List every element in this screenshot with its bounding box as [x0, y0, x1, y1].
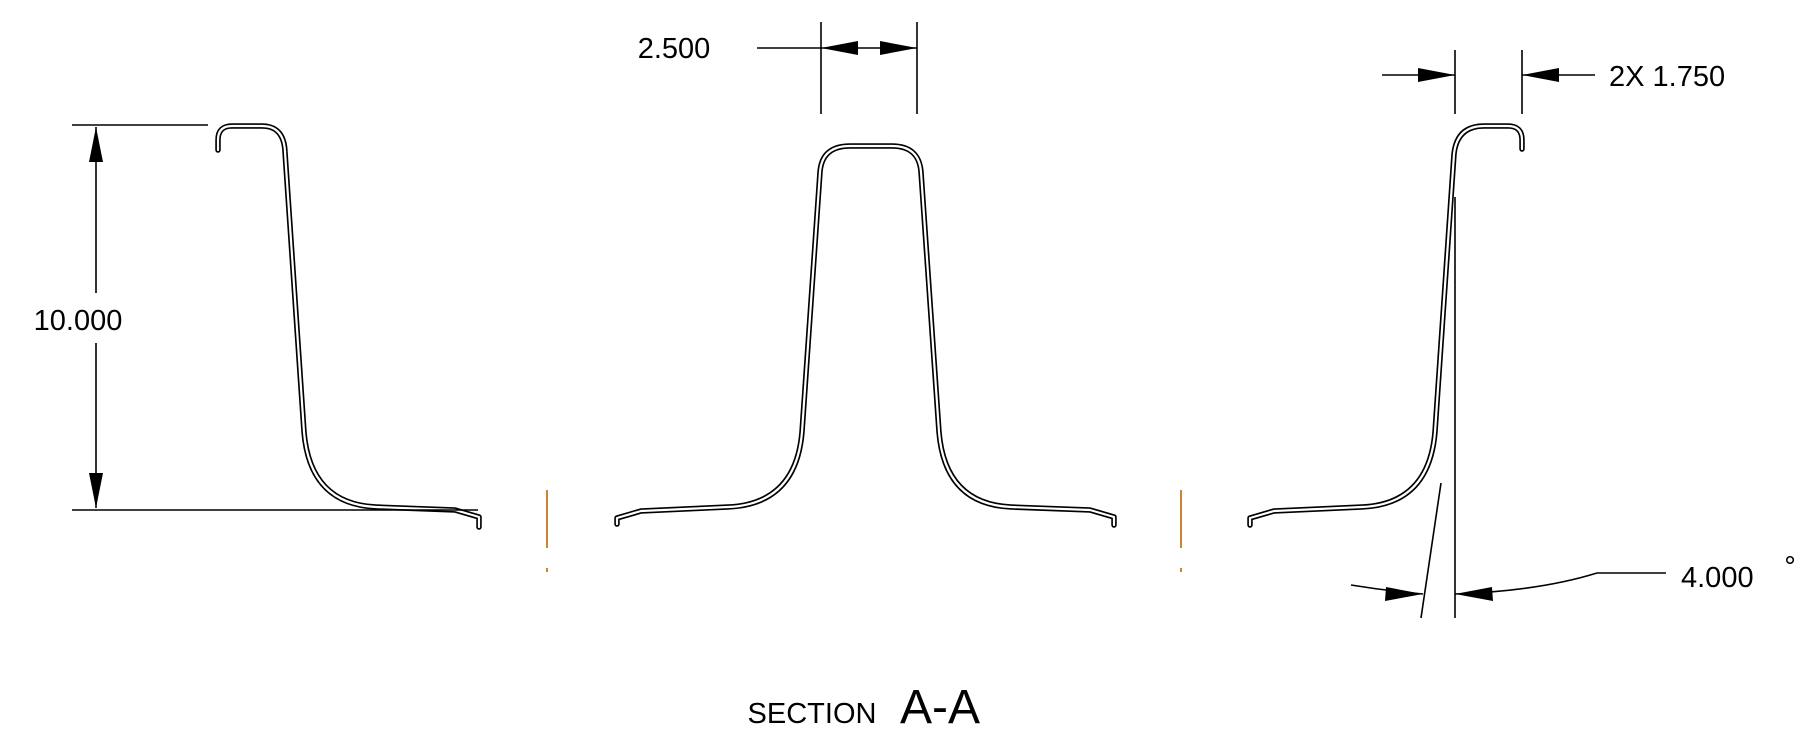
flange-label: 2X 1.750	[1609, 61, 1725, 93]
right-profile	[1247, 123, 1525, 528]
flange-arrow-left	[1418, 68, 1455, 82]
flange-dimension: 2X 1.750	[1382, 50, 1725, 114]
angle-arrow-left	[1385, 587, 1423, 601]
section-prefix: SECTION	[748, 698, 877, 730]
degree-symbol: °	[1784, 551, 1796, 583]
top-width-arrow-left	[821, 41, 858, 55]
top-width-arrow-right	[880, 41, 917, 55]
angle-label: 4.000	[1681, 562, 1754, 594]
top-width-label: 2.500	[638, 33, 711, 65]
angle-dimension: 4.000 °	[1350, 197, 1796, 619]
flange-arrow-right	[1522, 68, 1559, 82]
height-dimension: 10.000	[34, 124, 478, 511]
top-width-dimension: 2.500	[638, 22, 918, 114]
center-profile	[614, 143, 1117, 528]
left-profile	[215, 123, 482, 530]
height-arrow-top	[89, 127, 103, 162]
height-label: 10.000	[34, 305, 123, 337]
section-name: A-A	[900, 681, 980, 732]
height-arrow-bottom	[89, 473, 103, 508]
angle-arrow-right	[1455, 587, 1493, 601]
section-title: SECTION A-A	[748, 681, 980, 732]
